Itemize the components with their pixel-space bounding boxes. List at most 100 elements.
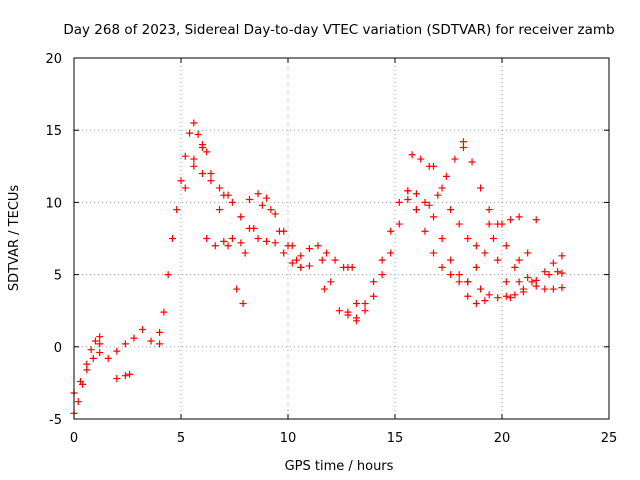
series-arc-d [113,370,134,383]
data-point [459,144,467,152]
data-point [442,172,450,180]
data-point [254,235,262,242]
data-point [233,285,241,293]
data-point [421,227,429,235]
data-point [245,196,253,204]
data-point [113,375,121,383]
data-point [387,227,395,235]
data-point [177,177,185,185]
data-point [280,249,288,257]
data-point [387,249,395,257]
data-point [524,249,532,257]
x-tick-label: 20 [494,431,511,446]
data-point [464,278,472,286]
data-point [515,278,523,286]
data-point [468,158,476,166]
data-point [417,155,425,163]
series-arc-u [464,213,523,286]
data-point [519,288,527,296]
data-point [156,340,164,348]
series-arc-w [477,278,536,302]
data-point [216,206,224,214]
y-tick-label: 10 [45,196,62,211]
data-point [472,263,480,271]
series-arc-t [459,144,510,286]
data-point [327,278,335,286]
data-point [425,201,433,209]
series-arc-c [96,325,164,362]
data-point [241,249,249,257]
data-point [284,242,292,250]
data-point [395,220,403,228]
series-arc-p [412,198,472,286]
y-tick-label: 5 [54,269,62,284]
data-point [181,152,189,160]
data-point [481,297,489,305]
x-tick-label: 10 [280,431,297,446]
data-point [263,194,271,202]
data-point [198,170,206,178]
series-arc-r [408,151,433,170]
data-point [502,292,510,300]
data-point [489,235,497,242]
data-point [203,148,211,156]
data-point [545,271,553,279]
data-point [96,349,104,357]
data-point [254,190,262,198]
data-point [370,292,378,300]
data-point [515,256,523,264]
data-point [511,263,519,271]
plot-frame [73,57,610,420]
data-point [425,162,433,170]
data-point [464,235,472,242]
data-point [203,235,211,242]
data-point [271,239,279,247]
data-point [74,398,82,406]
data-point [121,372,129,380]
data-point [220,237,228,245]
data-point [447,271,455,279]
data-point [481,249,489,257]
data-point [293,256,301,264]
series-arc-j [237,190,313,270]
data-point [507,294,515,302]
data-point [96,333,104,341]
data-point [352,317,360,325]
data-point [220,191,228,199]
data-point [207,177,215,185]
data-point [472,299,480,307]
data-point [297,263,305,271]
data-point [404,187,412,195]
data-point [430,249,438,257]
data-point [502,242,510,250]
data-point [267,206,275,214]
data-point [404,196,412,204]
data-point [558,269,566,277]
data-point [335,307,343,315]
data-point [216,184,224,192]
data-point [271,210,279,218]
data-point [511,291,519,299]
data-point [263,237,271,245]
chart-title: Day 268 of 2023, Sidereal Day-to-day VTE… [63,22,614,38]
data-point [528,278,536,286]
data-point [412,206,420,214]
series-arc-v [485,206,527,293]
data-point [147,337,155,345]
series-arc-m [318,187,412,322]
data-point [121,340,129,348]
data-point [91,337,99,345]
data-point [412,190,420,198]
data-point [181,184,189,192]
data-point [494,220,502,228]
data-point [532,216,540,224]
data-point [541,268,549,276]
data-point [507,216,515,224]
data-point [494,256,502,264]
data-point [515,213,523,221]
data-point [228,235,236,242]
series-arc-g [190,144,232,199]
y-tick-label: -5 [49,413,62,428]
data-point [156,328,164,336]
data-point [485,220,493,228]
